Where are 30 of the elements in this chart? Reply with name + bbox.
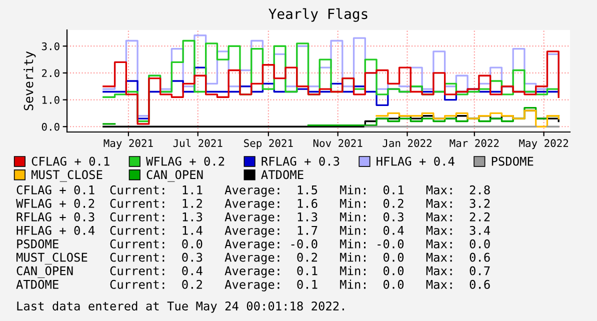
text: CAN_OPEN Current: 0.4 Average: 0.1 Min: 0.0 Max: 0.7 [16, 266, 490, 278]
legend-label: HFLAG + 0.4 [376, 156, 454, 166]
y-tick-label: 2.0 [42, 69, 60, 78]
legend-label: CAN_OPEN [146, 170, 203, 182]
chart-title: Yearly Flags [268, 8, 368, 22]
x-tick-label: Jan 2022 [382, 139, 432, 148]
text: ATDOME Current: 0.2 Average: 0.1 Min: 0.0 Max: 0.6 [16, 280, 490, 292]
text: Last data entered at Tue May 24 00:01:18 2022. [17, 301, 344, 313]
legend-label: ATDOME [261, 170, 304, 180]
legend-label: MUST_CLOSE [32, 170, 102, 182]
y-axis-title: Severity [24, 51, 36, 110]
x-tick-label: Mar 2022 [450, 139, 499, 148]
legend-label: WFLAG + 0.2 [146, 156, 224, 166]
text: WFLAG + 0.2 Current: 1.2 Average: 1.6 Min: 0.2 Max: 3.2 [16, 198, 490, 210]
text: MUST_CLOSE Current: 0.3 Average: 0.2 Min: 0.0 Max: 0.6 [16, 252, 490, 264]
y-tick-label: 3.0 [42, 42, 60, 50]
x-tick-label: May 2021 [104, 139, 153, 150]
legend-label: PSDOME [492, 156, 534, 166]
x-tick-label: Jul 2021 [173, 138, 222, 148]
text: RFLAG + 0.3 Current: 1.3 Average: 1.3 Min: 0.3 Max: 2.2 [16, 212, 490, 224]
y-tick-label: 0.0 [42, 122, 60, 131]
text: HFLAG + 0.4 Current: 1.4 Average: 1.7 Min: 0.4 Max: 3.4 [16, 226, 490, 238]
text: PSDOME Current: 0.0 Average: -0.0 Min: -0.0 Max: 0.0 [17, 239, 490, 251]
legend-label: RFLAG + 0.3 [262, 156, 340, 166]
x-tick-label: May 2022 [519, 139, 568, 150]
x-tick-label: Nov 2021 [313, 139, 362, 148]
x-tick-label: Sep 2021 [244, 139, 293, 150]
y-tick-label: 1.0 [42, 96, 60, 104]
legend-label: CFLAG + 0.1 [32, 156, 110, 166]
text: CFLAG + 0.1 Current: 1.1 Average: 1.5 Min: 0.1 Max: 2.8 [16, 185, 490, 197]
